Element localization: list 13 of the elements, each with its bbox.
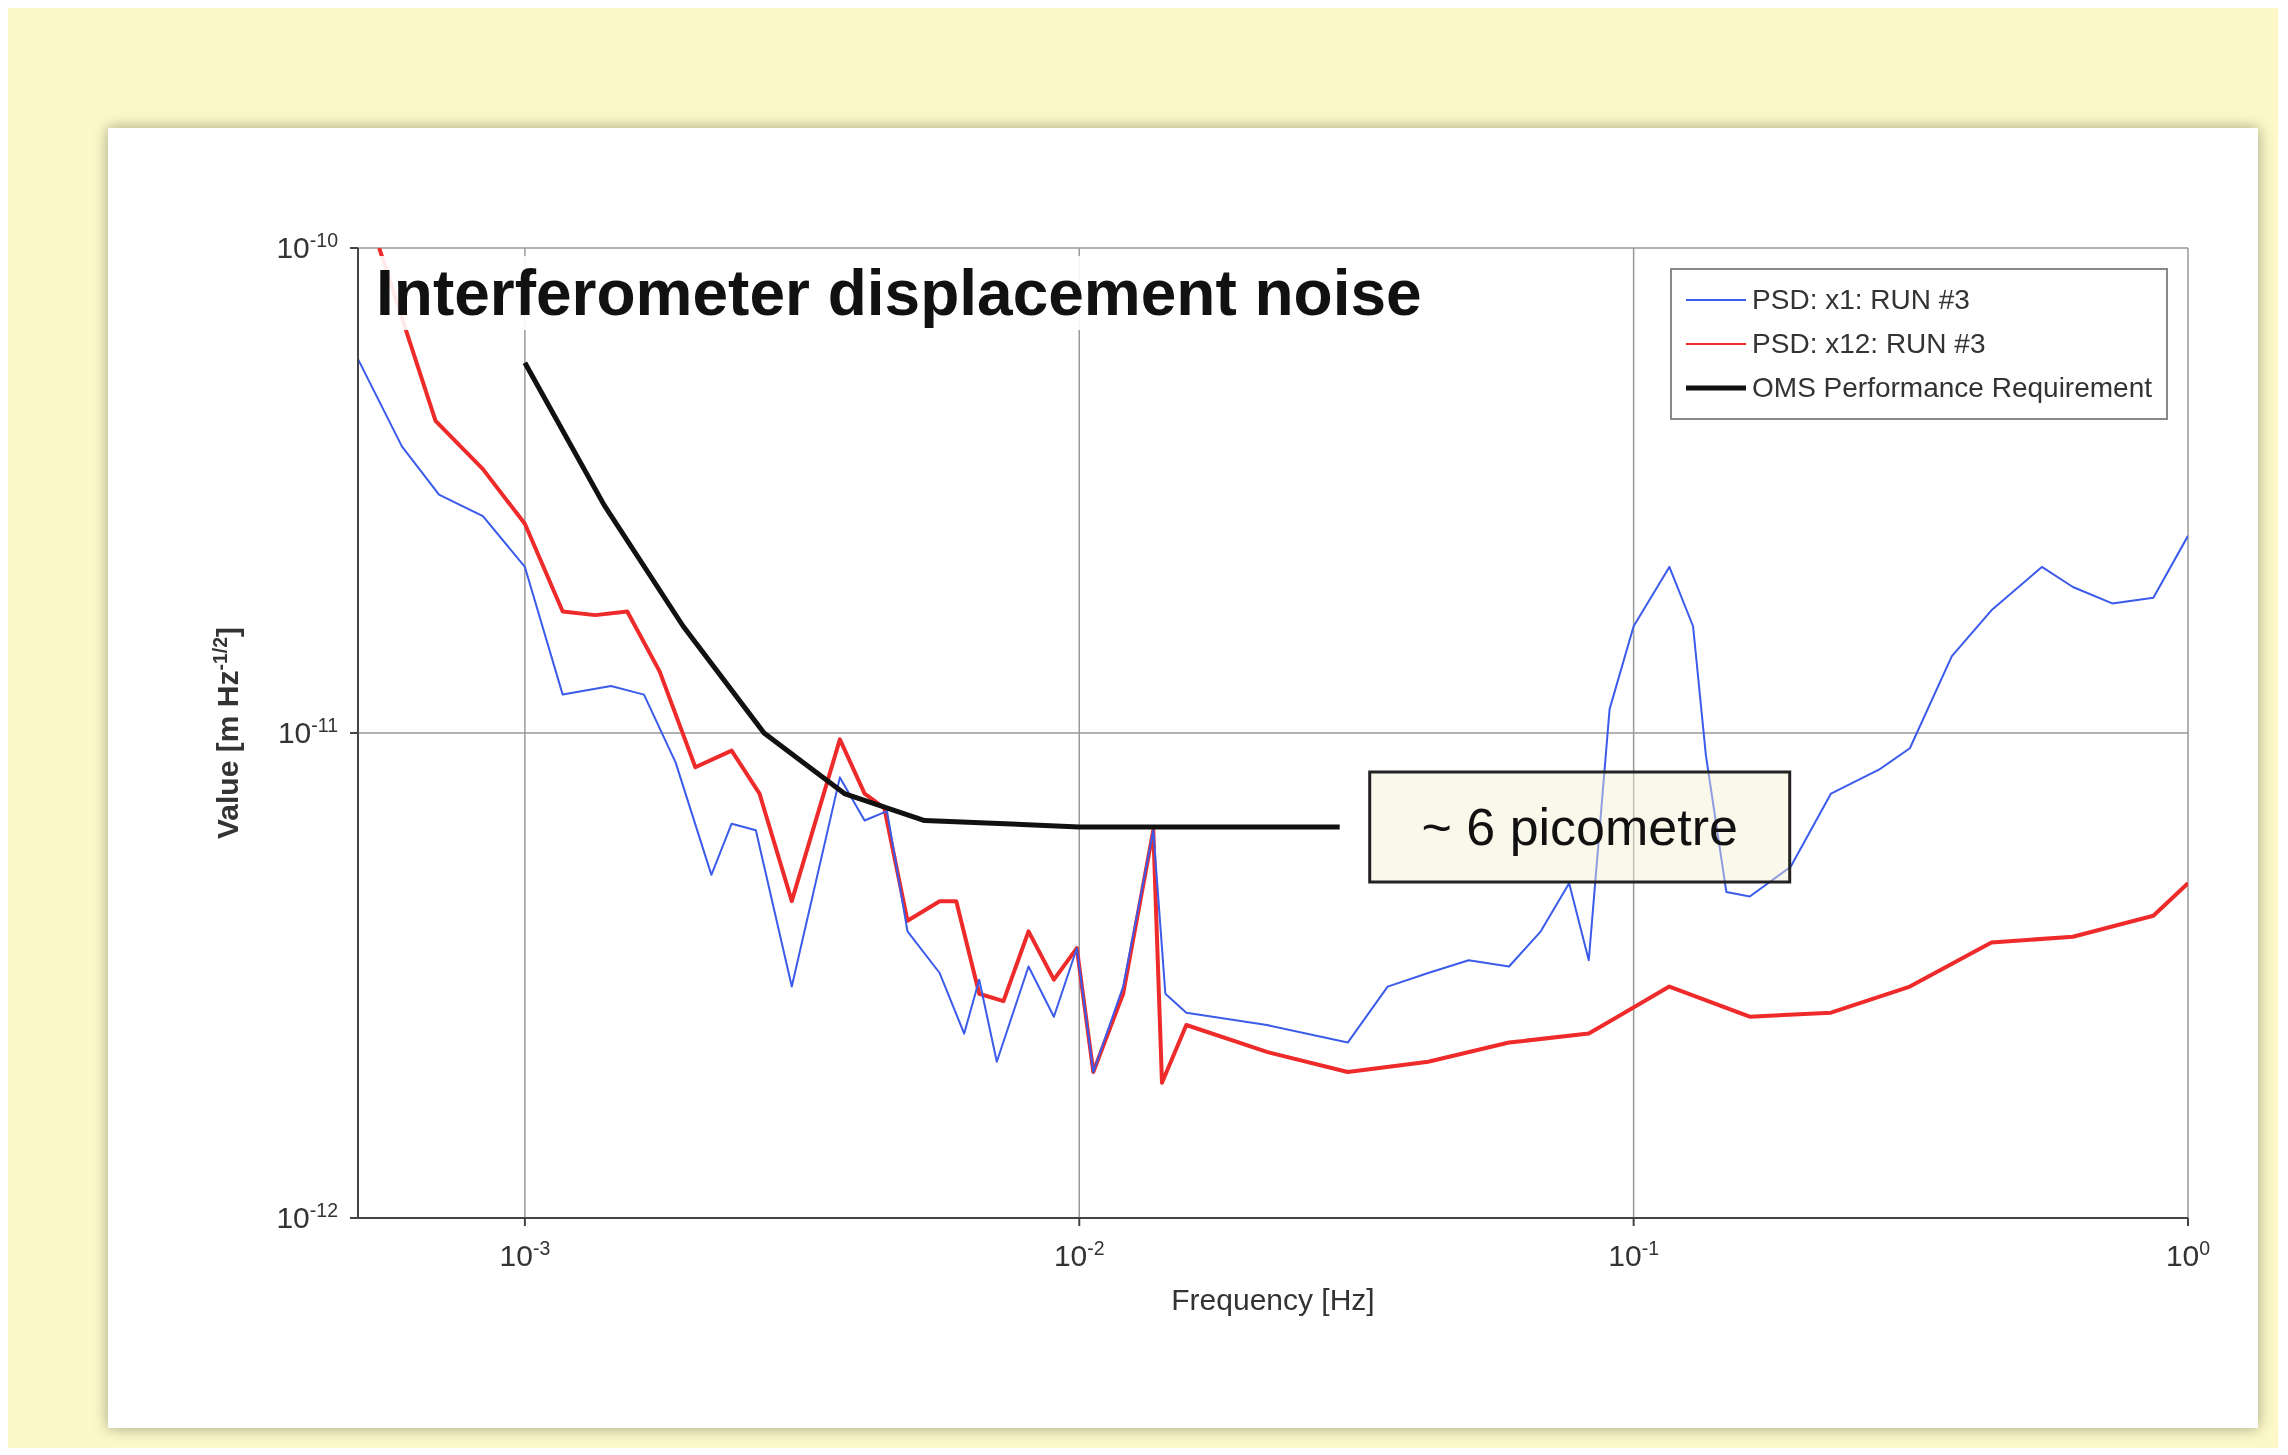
x-tick-label: 10$^{0}$ <box>2165 1237 2211 1272</box>
x-tick-label: 10$^{-2}$ <box>1053 1237 1105 1272</box>
annotation: ~ 6 picometre <box>1421 798 1738 856</box>
x-axis-title: Frequency [Hz] <box>1171 1283 1375 1316</box>
y-tick-label: 10$^{-12}$ <box>276 1199 338 1234</box>
x-tick-label: 10$^{-3}$ <box>499 1237 551 1272</box>
y-tick-label: 10$^{-10}$ <box>276 229 339 264</box>
legend-label: PSD: x1: RUN #3 <box>1752 284 1970 316</box>
legend-label: OMS Performance Requirement <box>1752 372 2152 404</box>
y-tick-label: 10$^{-11}$ <box>277 714 338 749</box>
chart-title: Interferometer displacement noise <box>370 256 1428 330</box>
x-tick-label: 10$^{-1}$ <box>1608 1237 1659 1272</box>
legend-label: PSD: x12: RUN #3 <box>1752 328 1986 360</box>
